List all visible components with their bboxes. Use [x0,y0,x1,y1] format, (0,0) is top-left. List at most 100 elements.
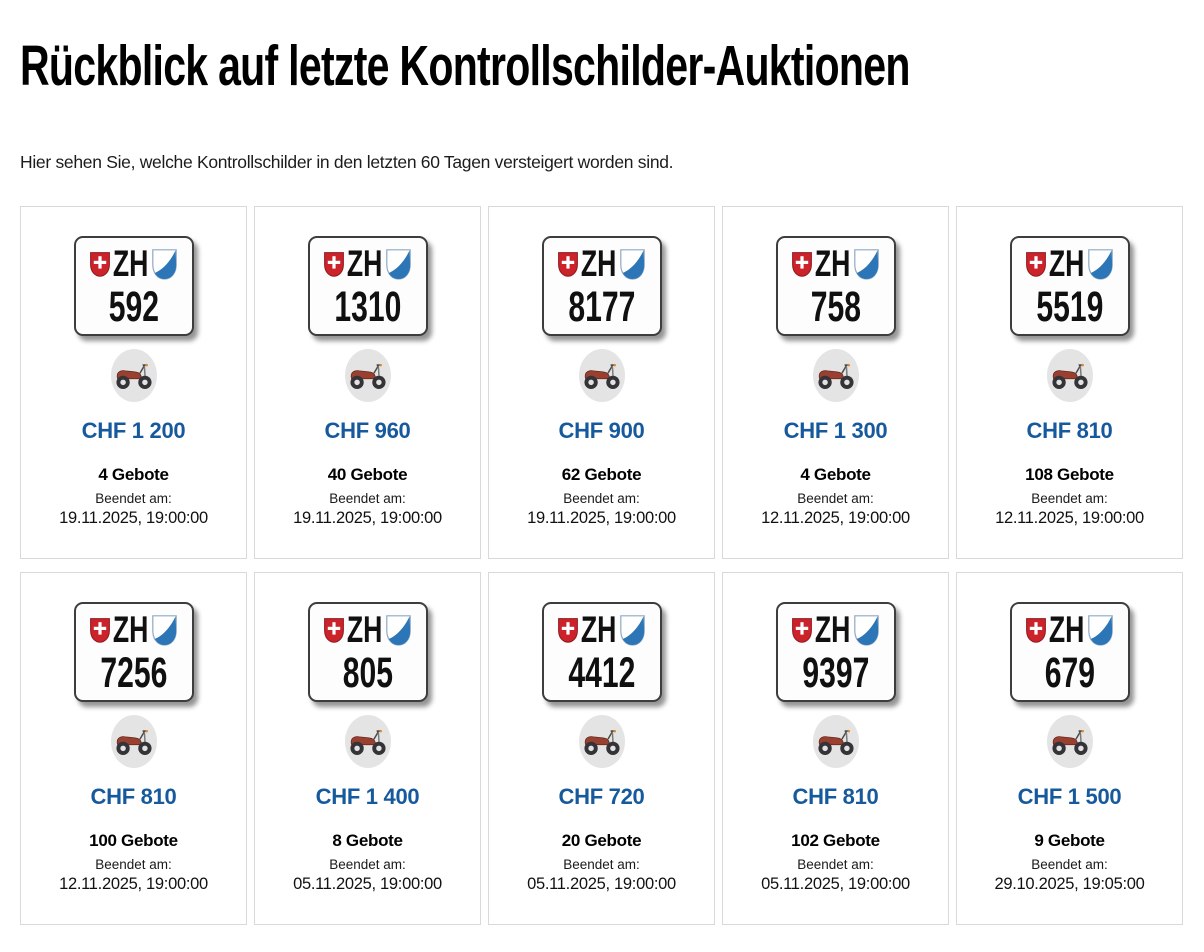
price-link[interactable]: CHF 960 [324,418,411,443]
license-plate[interactable]: ZH 9397 [775,602,896,702]
ended-date: 05.11.2025, 19:00:00 [527,875,676,893]
auction-card: ZH 758 [722,206,949,559]
swiss-cross-shield-icon [792,251,813,277]
auction-card: ZH 8177 [488,206,715,559]
plate-top-row: ZH [792,243,879,284]
price-link[interactable]: CHF 810 [1026,418,1113,443]
price-link[interactable]: CHF 810 [792,784,879,809]
bid-count: 20 Gebote [561,831,642,850]
zurich-canton-shield-icon [1087,248,1113,280]
plate-number: 5519 [1036,283,1103,331]
zurich-canton-shield-icon [151,248,177,280]
license-plate[interactable]: ZH 4412 [541,602,662,702]
bid-count: 102 Gebote [791,831,880,850]
auction-card: ZH 5519 [956,206,1183,559]
motorcycle-icon [1046,715,1093,768]
plate-top-row: ZH [90,243,177,284]
swiss-cross-shield-icon [1026,251,1047,277]
plate-canton-code: ZH [581,609,617,650]
auction-card-grid: ZH 592 [20,206,1184,925]
zurich-canton-shield-icon [385,248,411,280]
ended-date: 19.11.2025, 19:00:00 [527,509,676,527]
plate-top-row: ZH [1026,243,1113,284]
motorcycle-icon [578,349,625,402]
auction-review-page: Rückblick auf letzte Kontrollschilder-Au… [20,34,1184,925]
plate-canton-code: ZH [815,243,851,284]
price-link[interactable]: CHF 1 300 [783,418,888,443]
ended-date: 05.11.2025, 19:00:00 [761,875,910,893]
ended-date: 05.11.2025, 19:00:00 [293,875,442,893]
bid-count: 40 Gebote [327,465,408,484]
plate-number: 592 [108,283,159,331]
plate-canton-code: ZH [113,243,149,284]
license-plate[interactable]: ZH 7256 [73,602,194,702]
bid-count: 8 Gebote [332,831,403,850]
license-plate[interactable]: ZH 8177 [541,236,662,336]
plate-canton-code: ZH [347,609,383,650]
swiss-cross-shield-icon [558,251,579,277]
plate-top-row: ZH [1026,609,1113,650]
swiss-cross-shield-icon [90,251,111,277]
ended-date: 12.11.2025, 19:00:00 [59,875,208,893]
zurich-canton-shield-icon [619,248,645,280]
page-subtitle: Hier sehen Sie, welche Kontrollschilder … [20,152,674,172]
license-plate[interactable]: ZH 592 [73,236,194,336]
license-plate[interactable]: ZH 679 [1009,602,1130,702]
price-link[interactable]: CHF 1 400 [315,784,420,809]
ended-date: 19.11.2025, 19:00:00 [293,509,442,527]
ended-label: Beendet am: [797,491,874,506]
ended-label: Beendet am: [329,857,406,872]
ended-date: 12.11.2025, 19:00:00 [761,509,910,527]
auction-card: ZH 4412 [488,572,715,925]
zurich-canton-shield-icon [619,614,645,646]
license-plate[interactable]: ZH 1310 [307,236,428,336]
license-plate[interactable]: ZH 758 [775,236,896,336]
plate-top-row: ZH [324,243,411,284]
auction-card: ZH 679 [956,572,1183,925]
plate-canton-code: ZH [1049,609,1085,650]
plate-top-row: ZH [558,245,645,283]
price-link[interactable]: CHF 810 [90,784,177,809]
motorcycle-icon [812,349,859,402]
license-plate[interactable]: ZH 5519 [1009,236,1130,336]
auction-card: ZH 7256 [20,572,247,925]
motorcycle-icon [344,715,391,768]
price-link[interactable]: CHF 720 [558,784,645,809]
zurich-canton-shield-icon [853,248,879,280]
zurich-canton-shield-icon [151,614,177,646]
license-plate[interactable]: ZH 805 [307,602,428,702]
auction-card: ZH 1310 [254,206,481,559]
ended-label: Beendet am: [1031,491,1108,506]
plate-number: 758 [810,283,861,331]
ended-date: 29.10.2025, 19:05:00 [994,875,1145,893]
plate-top-row: ZH [324,609,411,650]
price-link[interactable]: CHF 900 [558,418,645,443]
plate-canton-code: ZH [1049,243,1085,284]
plate-canton-code: ZH [815,609,851,650]
ended-label: Beendet am: [797,857,874,872]
motorcycle-icon [110,349,157,402]
ended-label: Beendet am: [563,491,640,506]
swiss-cross-shield-icon [324,617,345,643]
plate-canton-code: ZH [347,243,383,284]
ended-label: Beendet am: [329,491,406,506]
price-link[interactable]: CHF 1 200 [81,418,186,443]
plate-number: 9397 [802,649,869,697]
bid-count: 4 Gebote [800,465,871,484]
plate-top-row: ZH [558,609,645,650]
ended-label: Beendet am: [95,491,172,506]
ended-label: Beendet am: [1031,857,1108,872]
bid-count: 62 Gebote [561,465,642,484]
ended-date: 19.11.2025, 19:00:00 [59,509,208,527]
ended-date: 12.11.2025, 19:00:00 [995,509,1144,527]
price-link[interactable]: CHF 1 500 [1017,784,1122,809]
swiss-cross-shield-icon [558,617,579,643]
plate-number: 1310 [334,283,401,331]
auction-card: ZH 805 [254,572,481,925]
plate-top-row: ZH [792,609,879,650]
plate-number: 805 [342,649,393,697]
plate-number: 4412 [568,649,635,697]
swiss-cross-shield-icon [90,617,111,643]
motorcycle-icon [812,715,859,768]
page-title: Rückblick auf letzte Kontrollschilder-Au… [20,34,910,98]
